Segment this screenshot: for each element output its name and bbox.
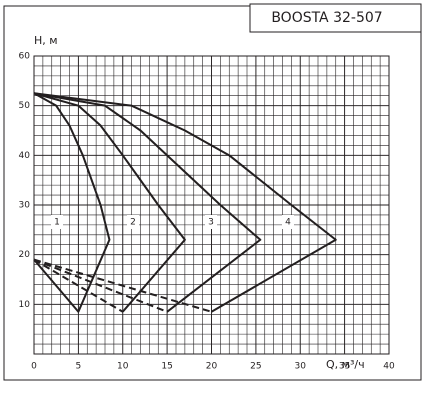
pump-curve [33,92,186,313]
curve-label-bg [205,215,217,229]
x-tick-label: 10 [117,362,129,372]
y-tick-label: 10 [19,300,31,310]
x-tick-label: 35 [339,362,350,372]
y-axis-label: H, м [34,34,58,47]
y-tick-label: 20 [19,250,31,260]
curve-label-bg [127,215,139,229]
curve-label: 1 [54,218,60,228]
x-tick-label: 30 [295,362,307,372]
chart-title: BOOSTA 32-507 [271,10,382,26]
title-box [249,3,422,33]
x-tick-label: 25 [250,362,261,372]
x-tick-label: 0 [31,362,37,372]
y-tick-label: 50 [19,101,31,111]
dashed-curve [33,258,212,313]
y-tick-label: 40 [19,151,31,161]
pump-curve [33,92,262,313]
y-tick-label: 30 [19,201,31,211]
x-tick-label: 40 [383,362,395,372]
pump-curve [33,92,337,313]
x-tick-label: 15 [161,362,172,372]
y-tick-label: 60 [19,52,31,62]
x-tick-label: 20 [206,362,218,372]
curve-label-bg [282,215,294,229]
curve-label: 4 [285,218,291,228]
pump-curve [33,92,111,313]
dashed-curve [33,258,124,313]
frame [3,5,422,381]
curve-label: 2 [130,218,136,228]
x-axis-label: Q, м³/ч [326,358,365,371]
curve-label: 3 [208,218,214,228]
x-tick-label: 5 [76,362,82,372]
dashed-curve [33,258,168,313]
curve-label-bg [51,215,63,229]
